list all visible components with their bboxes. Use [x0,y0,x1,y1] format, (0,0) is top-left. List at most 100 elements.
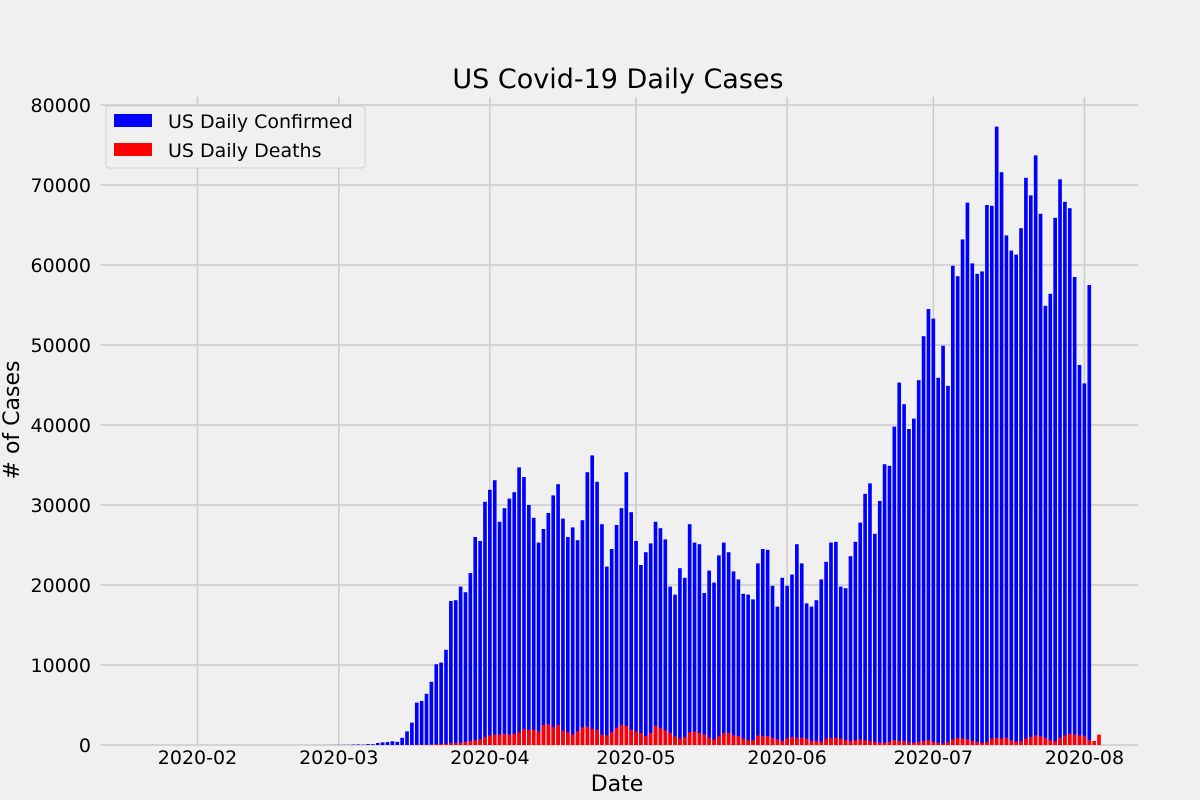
deaths-bar [834,737,838,745]
confirmed-bar [556,484,560,745]
deaths-bar [785,738,789,745]
y-tick-label: 60000 [31,255,91,277]
deaths-bar [609,732,614,745]
deaths-bar [756,735,760,745]
confirmed-bar [756,563,760,745]
legend-swatch-deaths [114,143,152,156]
confirmed-bar [682,577,687,745]
deaths-bar [717,736,721,745]
deaths-bar [858,739,863,745]
confirmed-bar [892,426,897,745]
confirmed-bar [882,464,887,745]
deaths-bar [936,742,941,745]
confirmed-bar [385,742,390,745]
deaths-bar [765,736,770,745]
deaths-bar [804,738,809,745]
confirmed-bar [1087,285,1092,745]
deaths-bar [614,728,619,745]
deaths-bar [639,733,643,745]
deaths-bar [1053,741,1057,745]
confirmed-bar [590,455,595,745]
confirmed-bar [488,489,492,745]
deaths-bar [478,739,482,745]
confirmed-bar [604,566,609,745]
confirmed-bar [1063,201,1067,746]
deaths-bar [760,736,765,745]
confirmed-bar [765,549,770,745]
deaths-bar [492,734,497,745]
deaths-bar [907,742,911,745]
confirmed-bar [853,541,858,745]
confirmed-bar [1014,254,1018,745]
confirmed-bar [643,552,648,745]
confirmed-bar [697,544,702,745]
deaths-bar [799,737,804,745]
deaths-bar [736,736,741,745]
confirmed-bar [419,701,424,745]
x-tick-label: 2020-02 [158,747,237,769]
legend: US Daily Confirmed US Daily Deaths [105,105,366,169]
confirmed-bar [975,273,980,745]
confirmed-bar [799,563,804,745]
deaths-bar [522,729,526,745]
confirmed-bar [838,586,843,745]
confirmed-bar [877,501,882,745]
deaths-bar [780,741,785,745]
confirmed-bar [717,555,721,745]
confirmed-bar [936,377,941,745]
confirmed-bar [931,318,936,745]
deaths-bar [868,741,872,745]
deaths-bar [994,737,999,745]
x-axis-ticks: 2020-02 2020-03 2020-04 2020-05 2020-06 2020-… [158,747,1124,769]
confirmed-bar [653,521,658,745]
confirmed-bar [848,556,853,745]
confirmed-bar [561,518,565,745]
deaths-bar [556,725,560,745]
confirmed-bars [156,126,1092,746]
confirmed-bar [371,744,375,745]
deaths-bar [541,725,546,745]
deaths-bar [790,737,794,745]
confirmed-bar [804,603,809,745]
confirmed-bar [751,599,755,745]
confirmed-bar [1038,213,1043,746]
deaths-bar [580,727,585,745]
deaths-bar [673,736,677,745]
deaths-bar [546,724,551,745]
deaths-bar [575,731,580,745]
confirmed-bar [868,483,872,745]
confirmed-bar [541,529,546,745]
confirmed-bar [814,600,819,745]
deaths-bar [1028,737,1033,745]
deaths-bar [561,730,565,745]
confirmed-bar [580,520,585,745]
deaths-bar [678,738,682,745]
confirmed-bar [492,480,497,745]
confirmed-bar [873,533,877,745]
confirmed-bar [551,495,556,745]
deaths-bar [795,737,799,745]
confirmed-bar [575,540,580,745]
deaths-bar [853,740,858,745]
deaths-bar [1004,737,1009,745]
deaths-bar [668,733,672,745]
deaths-bar [1038,736,1043,745]
confirmed-bar [1024,177,1028,746]
deaths-bar [751,740,755,745]
confirmed-bar [648,543,653,745]
confirmed-bar [522,477,526,745]
deaths-bar [746,740,750,745]
deaths-bar [702,734,707,745]
deaths-bar [877,742,882,745]
confirmed-bar [639,565,643,745]
deaths-bar [1063,735,1067,745]
confirmed-bar [702,593,707,745]
confirmed-bar [414,702,419,745]
deaths-bar [590,729,595,745]
deaths-bar [624,725,629,745]
deaths-bar [712,739,716,745]
confirmed-bar [1004,235,1009,745]
confirmed-bar [570,527,575,745]
confirmed-bar [760,549,765,745]
